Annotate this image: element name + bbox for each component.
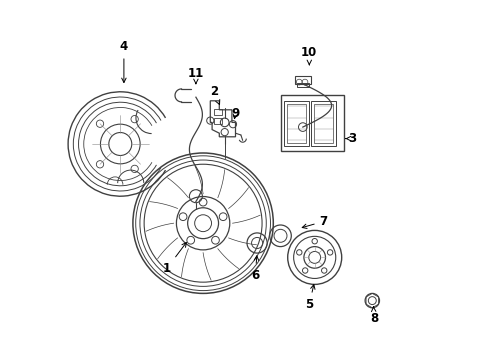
Text: 6: 6 bbox=[251, 256, 259, 282]
Text: 3: 3 bbox=[345, 132, 356, 145]
Text: 4: 4 bbox=[120, 40, 128, 82]
Bar bbox=[313, 104, 333, 143]
Text: 8: 8 bbox=[369, 306, 377, 325]
Text: 9: 9 bbox=[231, 107, 239, 120]
Text: 1: 1 bbox=[163, 243, 186, 275]
Bar bbox=[213, 109, 222, 115]
Text: 11: 11 bbox=[187, 67, 203, 84]
Bar bbox=[284, 101, 309, 146]
Bar bbox=[296, 83, 309, 87]
Bar bbox=[213, 118, 222, 124]
Text: 5: 5 bbox=[305, 284, 314, 311]
Bar bbox=[294, 76, 310, 84]
Text: 2: 2 bbox=[209, 85, 219, 104]
Bar bbox=[280, 95, 343, 151]
Text: 7: 7 bbox=[302, 215, 327, 229]
Bar bbox=[310, 101, 336, 146]
Text: 10: 10 bbox=[301, 46, 317, 65]
Bar bbox=[286, 104, 306, 143]
